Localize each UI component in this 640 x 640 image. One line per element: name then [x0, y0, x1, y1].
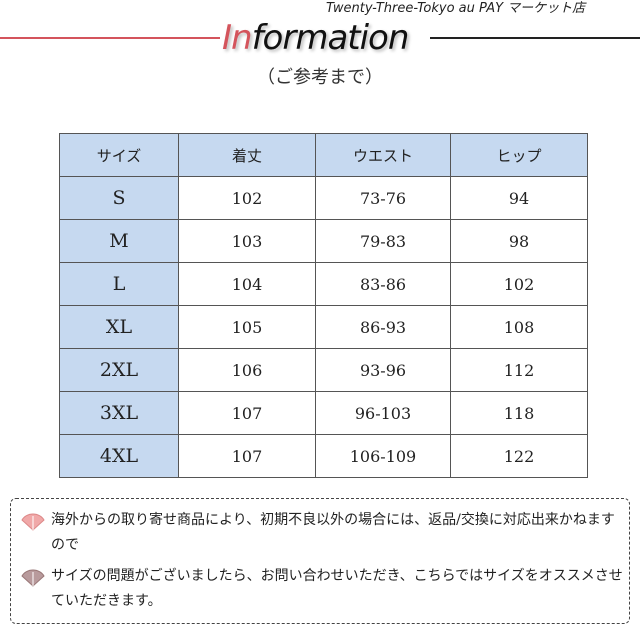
notice-item-returns: 海外からの取り寄せ商品により、初期不良以外の場合には、返品/交換に対応出来かねま… [51, 512, 615, 553]
title-accent: In [222, 18, 253, 58]
header-waist: ウエスト [315, 133, 451, 177]
subtitle: （ご参考まで） [257, 67, 383, 88]
fan-icon [21, 513, 45, 531]
header-hip: ヒップ [450, 133, 588, 177]
hip-cell: 112 [450, 348, 588, 392]
table-row: 4XL 107 106-109 122 [59, 434, 588, 478]
length-cell: 107 [178, 434, 316, 478]
page-title: Information [222, 18, 410, 58]
hip-cell: 94 [450, 176, 588, 220]
length-cell: 106 [178, 348, 316, 392]
length-cell: 102 [178, 176, 316, 220]
size-table: サイズ 着丈 ウエスト ヒップ S 102 73-76 94 M 103 79-83 98 L 1… [59, 133, 588, 478]
waist-cell: 96-103 [315, 391, 451, 435]
size-cell: M [59, 219, 179, 263]
waist-cell: 73-76 [315, 176, 451, 220]
table-header-row: サイズ 着丈 ウエスト ヒップ [59, 133, 588, 177]
table-row: L 104 83-86 102 [59, 262, 588, 306]
size-cell: S [59, 176, 179, 220]
size-cell: 4XL [59, 434, 179, 478]
table-row: S 102 73-76 94 [59, 176, 588, 220]
header-length: 着丈 [178, 133, 316, 177]
waist-cell: 86-93 [315, 305, 451, 349]
length-cell: 107 [178, 391, 316, 435]
title-rest: formation [251, 18, 410, 58]
length-cell: 104 [178, 262, 316, 306]
size-cell: XL [59, 305, 179, 349]
size-cell: L [59, 262, 179, 306]
header-rule-right [430, 37, 640, 39]
hip-cell: 118 [450, 391, 588, 435]
size-cell: 3XL [59, 391, 179, 435]
notice-box: 海外からの取り寄せ商品により、初期不良以外の場合には、返品/交換に対応出来かねま… [10, 498, 630, 624]
length-cell: 105 [178, 305, 316, 349]
waist-cell: 106-109 [315, 434, 451, 478]
hip-cell: 102 [450, 262, 588, 306]
header-size: サイズ [59, 133, 179, 177]
table-row: 3XL 107 96-103 118 [59, 391, 588, 435]
header-rule-left [0, 37, 220, 39]
table-row: 2XL 106 93-96 112 [59, 348, 588, 392]
size-cell: 2XL [59, 348, 179, 392]
hip-cell: 98 [450, 219, 588, 263]
waist-cell: 79-83 [315, 219, 451, 263]
length-cell: 103 [178, 219, 316, 263]
fan-icon [21, 569, 45, 587]
table-row: XL 105 86-93 108 [59, 305, 588, 349]
shop-name: Twenty-Three-Tokyo au PAY マーケット店 [326, 1, 586, 16]
hip-cell: 108 [450, 305, 588, 349]
waist-cell: 93-96 [315, 348, 451, 392]
notice-item-size-help: サイズの問題がございましたら、お問い合わせいただき、こちらではサイズをオススメさ… [51, 568, 623, 609]
hip-cell: 122 [450, 434, 588, 478]
waist-cell: 83-86 [315, 262, 451, 306]
table-row: M 103 79-83 98 [59, 219, 588, 263]
